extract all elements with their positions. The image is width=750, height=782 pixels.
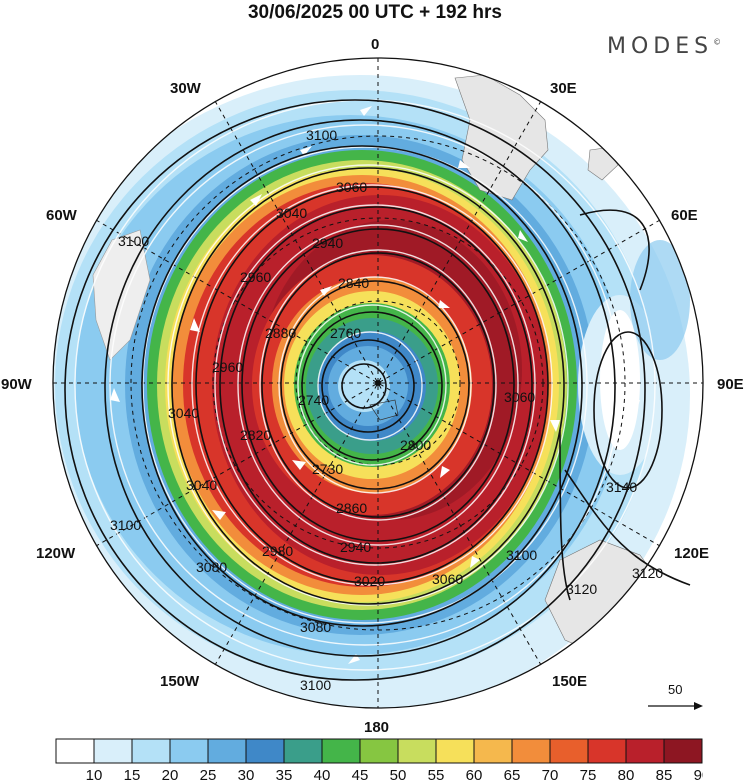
contour-label: 2940 [340, 539, 371, 555]
colorbar-tick-label: 10 [86, 767, 103, 782]
colorbar-box [55, 738, 95, 764]
lon-label-90e: 90E [717, 376, 744, 393]
lon-label-150w: 150W [160, 673, 200, 690]
contour-label: 3100 [110, 517, 141, 533]
colorbar-box [625, 738, 665, 764]
colorbar-box [359, 738, 399, 764]
map-boundary [52, 57, 704, 709]
colorbar-box [245, 738, 285, 764]
contour-label: 2980 [262, 543, 293, 559]
lon-label-90w: 90W [1, 376, 33, 393]
lon-label-30e: 30E [550, 80, 577, 97]
brand-text: MODES [607, 34, 714, 59]
contour-label: 3080 [300, 619, 331, 635]
colorbar-tick-label: 60 [466, 767, 483, 782]
colorbar: 10 15 20 25 30 35 40 45 50 55 60 65 70 75 80 85 90 [55, 738, 703, 782]
lon-label-30w: 30W [170, 80, 202, 97]
colorbar-tick-label: 40 [314, 767, 331, 782]
map-title: 30/06/2025 00 UTC + 192 hrs [247, 2, 503, 23]
contour-label: 2880 [265, 325, 296, 341]
colorbar-tick-label: 30 [238, 767, 255, 782]
colorbar-tick-label: 65 [504, 767, 521, 782]
height-contours [64, 99, 691, 681]
colorbar-box [435, 738, 475, 764]
contour-label: 3140 [606, 479, 637, 495]
colorbar-box [207, 738, 247, 764]
contour-label: 3060 [432, 571, 463, 587]
contour-label: 2760 [330, 325, 361, 341]
lon-label-60e: 60E [671, 207, 698, 224]
colorbar-box [549, 738, 589, 764]
brand-mark: © [713, 37, 722, 47]
contour-label: 3060 [504, 389, 535, 405]
polar-core [338, 360, 390, 412]
contour-label: 3040 [168, 405, 199, 421]
colorbar-box [131, 738, 171, 764]
contour-label: 2960 [240, 269, 271, 285]
colorbar-box [93, 738, 133, 764]
colorbar-box [321, 738, 361, 764]
map-disk [53, 58, 703, 708]
colorbar-box [587, 738, 627, 764]
contour-label: 3100 [300, 677, 331, 693]
colorbar-tick-label: 90 [694, 767, 703, 782]
colorbar-tick-label: 50 [390, 767, 407, 782]
contour-label: 2840 [338, 275, 369, 291]
contour-label: 2960 [212, 359, 243, 375]
colorbar-box [473, 738, 513, 764]
contour-label: 3040 [276, 205, 307, 221]
contour-label: 2730 [312, 461, 343, 477]
colorbar-tick-label: 75 [580, 767, 597, 782]
contour-labels: 3100 3060 3040 2940 2960 2840 2880 2760 … [110, 127, 663, 693]
colorbar-box [511, 738, 551, 764]
colorbar-tick-label: 70 [542, 767, 559, 782]
colorbar-box [169, 738, 209, 764]
lon-label-120w: 120W [36, 545, 76, 562]
africa-land [454, 74, 549, 201]
contour-label: 3060 [336, 179, 367, 195]
contour-label: 3120 [566, 581, 597, 597]
polar-map: 3100 3060 3040 2940 2960 2840 2880 2760 … [1, 36, 744, 735]
colorbar-tick-label: 35 [276, 767, 293, 782]
contour-label: 3100 [306, 127, 337, 143]
reference-vector-label: 50 [668, 682, 682, 697]
lon-label-150e: 150E [552, 673, 587, 690]
lon-label-0: 0 [371, 36, 379, 53]
contour-label: 3100 [506, 547, 537, 563]
contour-label: 2820 [240, 427, 271, 443]
contour-label: 2940 [312, 235, 343, 251]
colorbar-tick-label: 85 [656, 767, 673, 782]
colorbar-box [283, 738, 323, 764]
colorbar-tick-label: 25 [200, 767, 217, 782]
colorbar-tick-label: 20 [162, 767, 179, 782]
colorbar-box [397, 738, 437, 764]
lon-label-120e: 120E [674, 545, 709, 562]
contour-label: 2800 [400, 437, 431, 453]
colorbar-box [663, 738, 703, 764]
lon-label-180: 180 [364, 719, 389, 735]
modes-logo: MODES© [607, 34, 721, 59]
contour-label: 3120 [632, 565, 663, 581]
contour-label: 2740 [298, 392, 329, 408]
colorbar-tick-label: 15 [124, 767, 141, 782]
colorbar-tick-label: 80 [618, 767, 635, 782]
contour-label: 2860 [336, 500, 367, 516]
reference-vector-arrow [648, 702, 703, 710]
contour-label: 3020 [354, 573, 385, 589]
contour-label: 3100 [118, 233, 149, 249]
south-pole-marker [375, 380, 381, 386]
colorbar-tick-label: 55 [428, 767, 445, 782]
lon-label-60w: 60W [46, 207, 78, 224]
colorbar-tick-label: 45 [352, 767, 369, 782]
contour-label: 3040 [186, 477, 217, 493]
contour-label: 3080 [196, 559, 227, 575]
